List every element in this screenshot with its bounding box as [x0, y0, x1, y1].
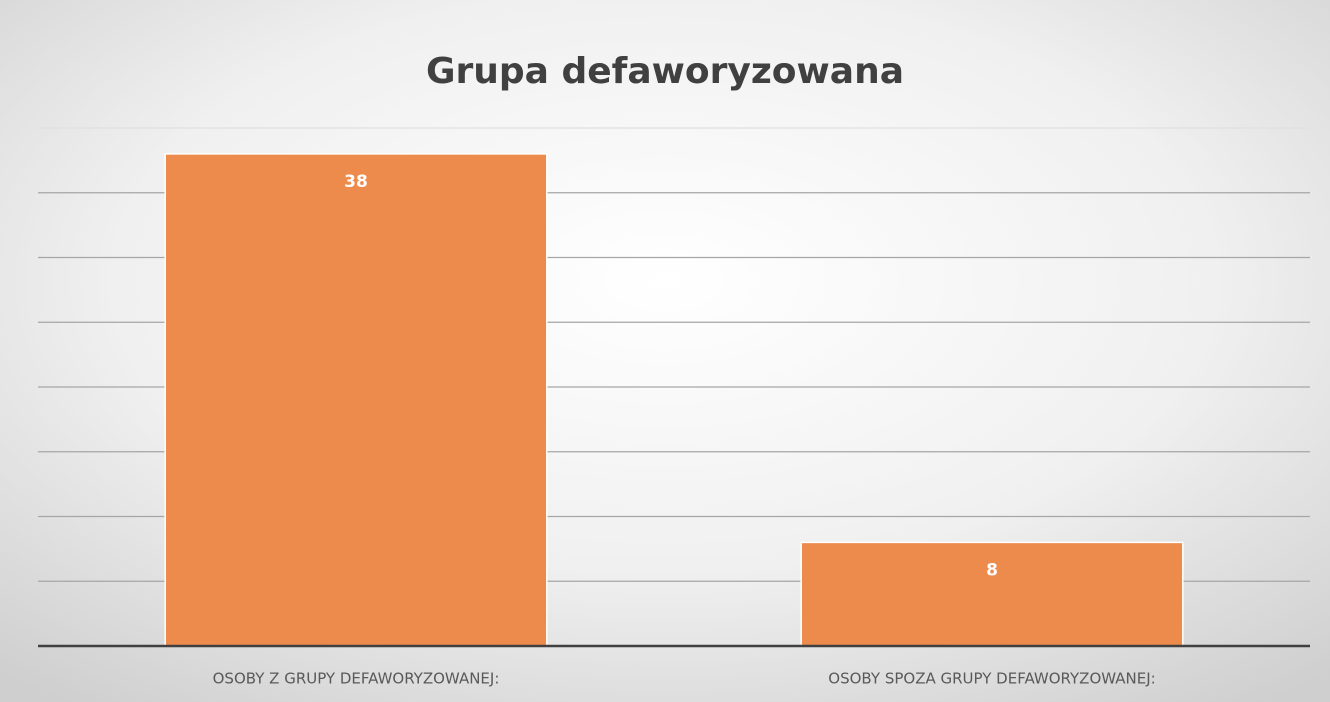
x-tick-label: OSOBY SPOZA GRUPY DEFAWORYZOWANEJ:: [828, 670, 1155, 688]
bar: [164, 153, 548, 647]
x-tick-label: OSOBY Z GRUPY DEFAWORYZOWANEJ:: [213, 670, 500, 688]
bar: [800, 541, 1184, 647]
chart-title: Grupa defaworyzowana: [426, 51, 904, 92]
data-label: 38: [344, 172, 368, 192]
data-label: 8: [986, 560, 998, 580]
